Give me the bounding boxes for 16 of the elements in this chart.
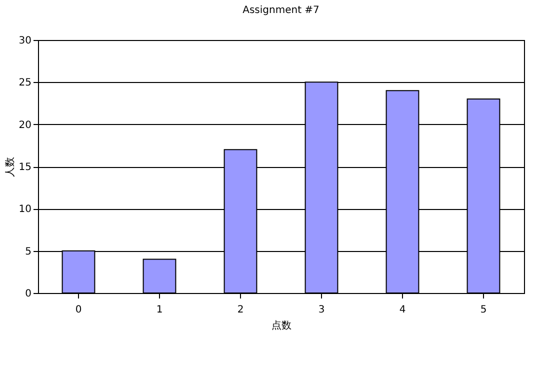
x-tick-label: 3	[318, 304, 325, 316]
y-tick-label: 30	[18, 36, 32, 46]
y-tick-label: 25	[18, 78, 32, 89]
y-tick-label: 10	[18, 204, 32, 216]
x-tick-label: 5	[480, 304, 487, 316]
y-tick-label: 5	[25, 246, 32, 258]
y-tick-label: 20	[18, 120, 32, 131]
x-axis-title: 点数	[272, 320, 292, 332]
x-tick-label: 0	[75, 304, 82, 316]
y-axis-title: 人数	[4, 157, 16, 177]
x-tick-label: 2	[237, 304, 244, 316]
y-tick-label: 15	[18, 162, 32, 173]
y-tick-label: 0	[25, 288, 32, 300]
chart-title: Assignment #7	[242, 5, 320, 16]
x-tick-label: 1	[156, 304, 163, 316]
x-tick-label: 4	[399, 304, 406, 316]
